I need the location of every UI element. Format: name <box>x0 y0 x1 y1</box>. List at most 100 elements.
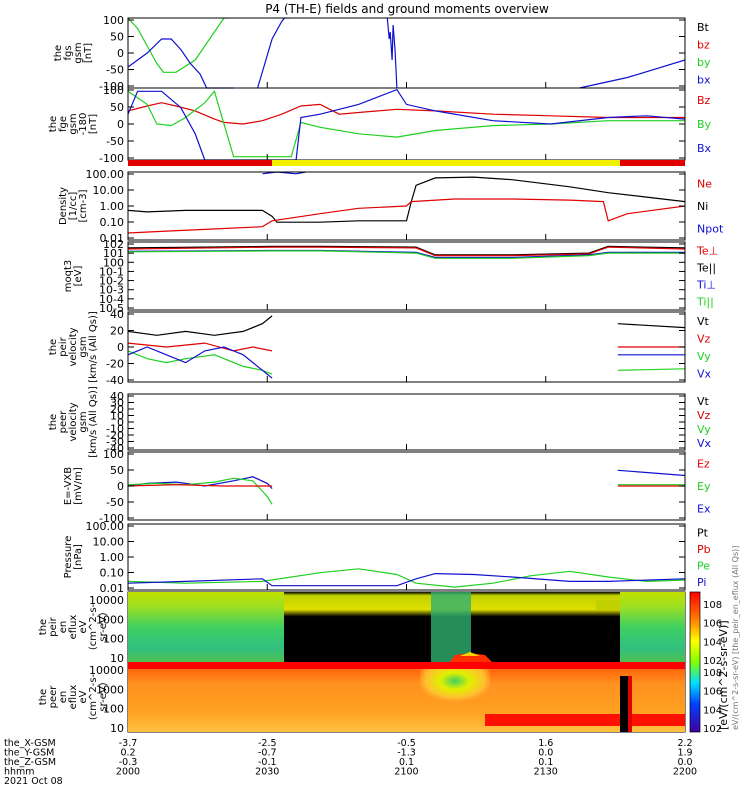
legend-ti: Ti⊥ <box>696 279 716 292</box>
series-bx-line <box>128 88 685 161</box>
legend-bx: Bx <box>697 142 712 155</box>
footer-row-label: the_Y-GSM <box>4 748 54 759</box>
footer-value: 2030 <box>255 767 279 778</box>
y-axis-label: thefgegsm-180[nT] <box>48 113 99 136</box>
y-tick-label: -100 <box>99 80 124 93</box>
y-axis-label: thefgsgsm[nT] <box>53 42 94 63</box>
y-tick-label: 100 <box>103 84 124 97</box>
y-tick-label: 102 <box>103 238 124 251</box>
legend-te: Te|| <box>696 262 716 275</box>
y-axis-label: thepeirenefluxeV(cm^2-s-sr-eV) <box>38 603 109 650</box>
series-by-line <box>128 18 230 73</box>
panel-1: 100 50 0 -50 -100 thefgsgsm[nT] Bt bz by bx <box>53 14 711 93</box>
colorbar-tick-label: 102 <box>703 656 722 667</box>
series-by-line <box>128 90 685 158</box>
y-tick-label: -10 <box>106 423 124 436</box>
colorbar-tick-label: 102 <box>703 724 722 735</box>
colorbar-tick-label: 104 <box>703 705 722 716</box>
y-axis-label: thepeerenefluxeV(cm^2-s-sr-eV) <box>38 673 109 720</box>
series-ne-line <box>128 198 685 234</box>
panel-6: 403020100-10-20-30-40thepeervelocitygsm[… <box>48 386 712 458</box>
series-pe-line <box>128 568 685 588</box>
panel-7: 100 50 0 -50 -100 E=-VXB[mV/m] Ez Ey Ex <box>63 448 711 525</box>
panel-2-series <box>128 88 685 161</box>
legend-pe: Pe <box>697 559 710 572</box>
legend-bx: bx <box>697 73 711 86</box>
footer-value: 1.6 <box>538 738 553 749</box>
colorbar-tick-label: 108 <box>703 668 722 679</box>
footer-value: 2100 <box>394 767 418 778</box>
panel-7-series <box>128 469 685 505</box>
y-tick-label: 10-3 <box>99 284 124 297</box>
footer-row-label: the_Z-GSM <box>4 757 56 768</box>
y-tick-label: 0 <box>117 480 124 493</box>
y-tick-label: 50 <box>110 464 124 477</box>
y-tick-label: 10.00 <box>93 184 125 197</box>
legend-ti: Ti|| <box>696 296 714 309</box>
series-ez-line <box>128 484 273 487</box>
y-tick-label: 0 <box>117 341 124 354</box>
y-tick-label: -20 <box>106 429 124 442</box>
panel-5: 40 20 0 -20 -40 thepeirvelocitygsm[km/s (All … <box>48 308 712 387</box>
series-vy-line <box>128 350 273 375</box>
legend-ey: Ey <box>697 480 711 493</box>
legend-ez: Ez <box>697 457 710 470</box>
footer-row-label: 2021 Oct 08 <box>4 776 63 787</box>
footer-value: 0.0 <box>538 748 553 759</box>
series-te-line <box>128 245 685 256</box>
y-tick-label: 100.00 <box>86 520 125 533</box>
panel-frame <box>127 393 686 451</box>
series-ey-line <box>128 477 273 505</box>
y-tick-label: 10.00 <box>93 536 125 549</box>
legend-by: by <box>697 56 711 69</box>
y-tick-label: 100.00 <box>86 168 125 181</box>
y-tick-label: 100 <box>103 633 124 646</box>
legend-pt: Pt <box>697 526 709 539</box>
y-tick-label: 100 <box>103 256 124 269</box>
series-te-line <box>128 246 685 257</box>
colorbar-label-top: eV/(cm^2-s-sr-eV) [the_peir_en_eflux (Al… <box>731 546 740 730</box>
y-axis-label: thepeirvelocitygsm[km/s (All Qs)] <box>48 311 99 383</box>
series-bx-line <box>386 18 398 89</box>
y-tick-label: 40 <box>110 390 124 403</box>
series-pi-line <box>128 572 685 587</box>
footer-value: -0.3 <box>119 757 138 768</box>
panel-3: 100.00 10.00 1.00 0.10 0.01 Density[1/cc][cm-… <box>58 168 724 245</box>
footer-value: 2000 <box>116 767 140 778</box>
y-tick-label: 0.10 <box>100 567 125 580</box>
colorbar-tick-label: 106 <box>703 619 722 630</box>
panel-2: 100 50 0 -50 -100 thefgegsm-180[nT] Bz By Bx <box>48 84 712 165</box>
series-vz-line <box>128 342 273 352</box>
colorbar-tick-label: 108 <box>703 600 722 611</box>
y-tick-label: 20 <box>110 325 124 338</box>
colorbar-tick-label: 104 <box>703 637 722 648</box>
series-ex-line <box>128 476 273 490</box>
y-tick-label: 10-2 <box>99 275 124 288</box>
y-tick-label: 10-1 <box>99 265 124 278</box>
series-ni-line <box>128 176 685 223</box>
footer-value: -1.3 <box>397 748 416 759</box>
y-tick-label: -40 <box>106 442 124 455</box>
footer-value: -0.7 <box>258 748 277 759</box>
footer-value: -0.5 <box>397 738 416 749</box>
y-axis-label: thepeervelocitygsm[km/s (All Qs)] <box>48 386 99 458</box>
y-tick-label: 10 <box>110 652 124 665</box>
legend-vy: Vy <box>697 350 711 363</box>
y-axis-label: Density[1/cc][cm-3] <box>58 187 89 225</box>
y-tick-label: 100 <box>103 14 124 27</box>
y-tick-label: 50 <box>110 101 124 114</box>
panel-8: 100.00 10.00 1.00 0.10 0.01 Pressure[nPa] Pt Pb… <box>63 520 711 595</box>
panel-frame <box>127 311 686 383</box>
y-tick-label: 1.00 <box>100 551 125 564</box>
series-vy-line <box>617 368 685 371</box>
y-tick-label: 10000 <box>89 664 124 677</box>
panel-8-series <box>128 568 685 588</box>
series-bx-line <box>579 59 685 89</box>
y-tick-label: 0 <box>117 416 124 429</box>
legend-pi: Pi <box>697 576 706 589</box>
y-tick-label: -50 <box>106 135 124 148</box>
legend-vx: Vx <box>697 367 712 380</box>
legend-by: By <box>697 118 712 131</box>
